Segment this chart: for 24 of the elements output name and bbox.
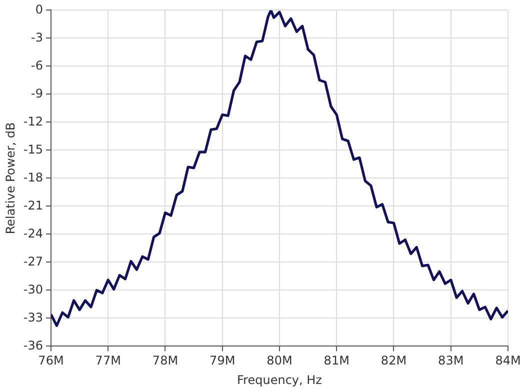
y-tick-label: -18 — [23, 170, 43, 184]
x-axis-title: Frequency, Hz — [237, 372, 322, 387]
y-tick-label: -21 — [23, 198, 43, 212]
y-tick-label: -9 — [31, 86, 43, 100]
x-tick-label: 84M — [495, 354, 521, 368]
x-tick-label: 78M — [152, 354, 178, 368]
x-tick-label: 79M — [210, 354, 236, 368]
y-tick-label: -12 — [23, 114, 43, 128]
y-tick-label: -24 — [23, 226, 43, 240]
y-tick-label: 0 — [35, 2, 43, 16]
y-tick-label: -33 — [23, 310, 43, 324]
x-tick-label: 82M — [380, 354, 407, 368]
x-tick-label: 81M — [324, 354, 350, 368]
x-tick-label: 83M — [438, 354, 464, 368]
y-tick-label: -36 — [23, 338, 43, 352]
y-tick-label: -27 — [23, 254, 43, 268]
y-tick-label: -30 — [23, 282, 43, 296]
x-tick-label: 76M — [38, 354, 64, 368]
x-tick-label: 80M — [266, 354, 292, 368]
y-axis-title: Relative Power, dB — [3, 122, 18, 234]
y-tick-label: -3 — [31, 30, 43, 44]
y-tick-label: -15 — [23, 142, 43, 156]
y-tick-label: -6 — [31, 58, 43, 72]
x-tick-label: 77M — [95, 354, 121, 368]
